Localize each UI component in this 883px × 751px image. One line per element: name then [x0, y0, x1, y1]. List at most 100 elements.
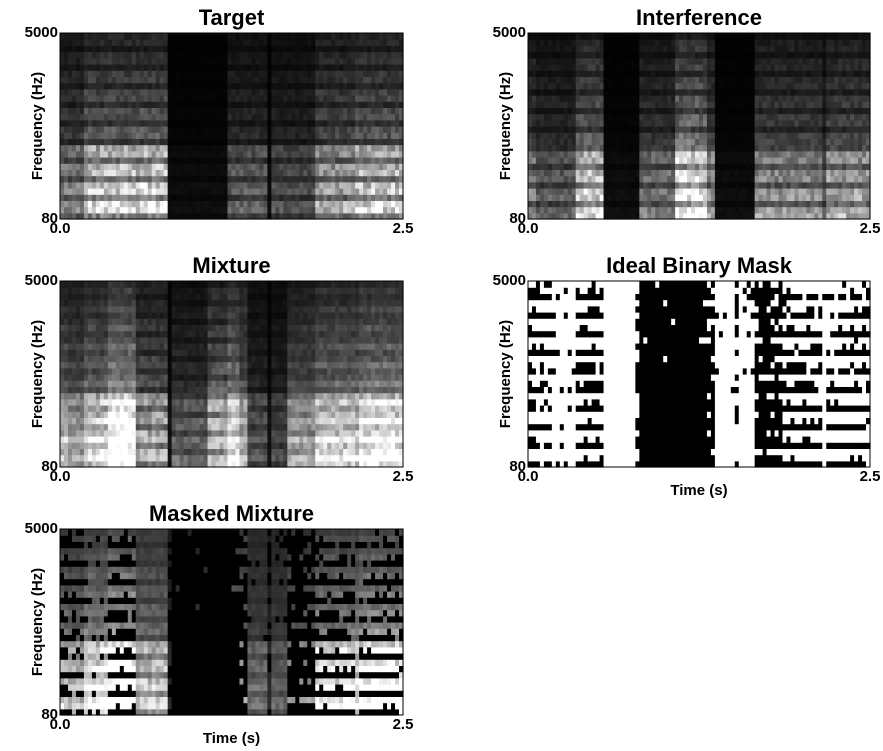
spectrogram-cell — [387, 58, 392, 65]
spectrogram-cell — [615, 157, 620, 164]
spectrogram-cell — [343, 101, 348, 108]
spectrogram-cell — [675, 76, 680, 83]
spectrogram-cell — [363, 145, 368, 152]
spectrogram-cell — [572, 207, 577, 214]
spectrogram-cell — [703, 76, 708, 83]
spectrogram-cell — [639, 33, 644, 40]
spectrogram-cell — [560, 188, 565, 195]
spectrogram-cell — [759, 176, 764, 183]
spectrogram-cell — [703, 169, 708, 176]
spectrogram-cell — [204, 70, 209, 77]
spectrogram-cell — [239, 101, 244, 108]
spectrogram-cell — [763, 45, 768, 52]
spectrogram-cell — [842, 126, 847, 133]
spectrogram-cell — [80, 157, 85, 164]
spectrogram-cell — [363, 107, 368, 114]
spectrogram-cell — [128, 132, 133, 139]
spectrogram-cell — [251, 52, 256, 59]
spectrogram-cell — [120, 114, 125, 121]
spectrogram-cell — [220, 120, 225, 127]
spectrogram-cell — [635, 163, 640, 170]
spectrogram-cell — [667, 45, 672, 52]
spectrogram-cell — [228, 95, 233, 102]
spectrogram-cell — [196, 163, 201, 170]
spectrogram-cell — [532, 126, 537, 133]
spectrogram-cell — [243, 200, 248, 207]
spectrogram-cell — [775, 45, 780, 52]
spectrogram-cell — [564, 207, 569, 214]
spectrogram-cell — [707, 70, 712, 77]
spectrogram-cell — [798, 64, 803, 71]
spectrogram-cell — [299, 89, 304, 96]
spectrogram-cell — [663, 58, 668, 65]
spectrogram-cell — [783, 52, 788, 59]
spectrogram-cell — [263, 163, 268, 170]
spectrogram-cell — [335, 138, 340, 145]
spectrogram-cell — [315, 163, 320, 170]
spectrogram-cell — [283, 83, 288, 90]
spectrogram-cell — [92, 169, 97, 176]
spectrogram-cell — [307, 207, 312, 214]
spectrogram-cell — [355, 83, 360, 90]
spectrogram-cell — [719, 194, 724, 201]
spectrogram-cell — [120, 151, 125, 158]
spectrogram-cell — [540, 58, 545, 65]
spectrogram-cell — [604, 101, 609, 108]
spectrogram-cell — [299, 76, 304, 83]
spectrogram-cell — [600, 76, 605, 83]
spectrogram-cell — [76, 200, 81, 207]
spectrogram-cell — [351, 188, 356, 195]
spectrogram-cell — [635, 89, 640, 96]
spectrogram-cell — [707, 52, 712, 59]
spectrogram-cell — [580, 58, 585, 65]
spectrogram-cell — [263, 58, 268, 65]
spectrogram-cell — [671, 169, 676, 176]
spectrogram-cell — [838, 101, 843, 108]
spectrogram-cell — [635, 33, 640, 40]
spectrogram-cell — [283, 101, 288, 108]
spectrogram-cell — [140, 138, 145, 145]
spectrogram-cell — [247, 101, 252, 108]
spectrogram-cell — [184, 126, 189, 133]
spectrogram-cell — [208, 95, 213, 102]
spectrogram-cell — [247, 207, 252, 214]
spectrogram-cell — [810, 39, 815, 46]
spectrogram-cell — [639, 89, 644, 96]
spectrogram-cell — [623, 194, 628, 201]
spectrogram-cell — [68, 89, 73, 96]
spectrogram-cell — [627, 182, 632, 189]
spectrogram-cell — [200, 207, 205, 214]
spectrogram-cell — [224, 200, 229, 207]
spectrogram-cell — [200, 76, 205, 83]
spectrogram-cell — [116, 157, 121, 164]
spectrogram-cell — [319, 126, 324, 133]
spectrogram-cell — [335, 188, 340, 195]
spectrogram-cell — [132, 52, 137, 59]
spectrogram-cell — [532, 95, 537, 102]
spectrogram-cell — [299, 132, 304, 139]
spectrogram-cell — [104, 194, 109, 201]
spectrogram-cell — [287, 207, 292, 214]
spectrogram-cell — [544, 194, 549, 201]
spectrogram-cell — [120, 182, 125, 189]
spectrogram-cell — [156, 157, 161, 164]
spectrogram-cell — [315, 107, 320, 114]
spectrogram-cell — [64, 70, 69, 77]
spectrogram-cell — [100, 169, 105, 176]
spectrogram-cell — [339, 83, 344, 90]
spectrogram-cell — [148, 89, 153, 96]
spectrogram-cell — [172, 182, 177, 189]
spectrogram-cell — [243, 33, 248, 40]
spectrogram-cell — [627, 58, 632, 65]
spectrogram-cell — [148, 95, 153, 102]
spectrogram-cell — [112, 76, 117, 83]
spectrogram-cell — [331, 95, 336, 102]
spectrogram-cell — [351, 101, 356, 108]
spectrogram-cell — [663, 145, 668, 152]
spectrogram-cell — [576, 58, 581, 65]
spectrogram-cell — [806, 58, 811, 65]
spectrogram-cell — [743, 163, 748, 170]
spectrogram-cell — [619, 101, 624, 108]
spectrogram-cell — [556, 39, 561, 46]
spectrogram-cell — [842, 107, 847, 114]
